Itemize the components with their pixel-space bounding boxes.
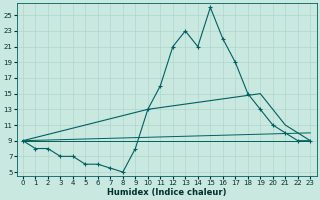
X-axis label: Humidex (Indice chaleur): Humidex (Indice chaleur) (107, 188, 226, 197)
